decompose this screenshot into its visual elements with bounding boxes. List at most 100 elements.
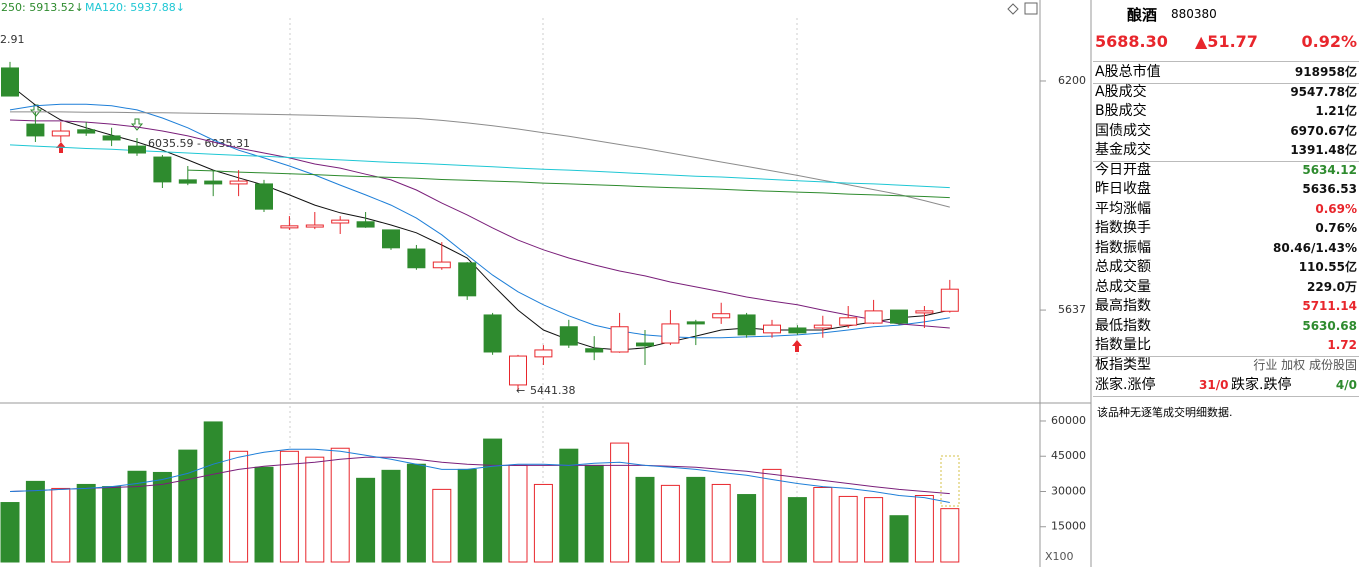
candle-body: [407, 248, 426, 269]
value: 80.46/1.43%: [1273, 240, 1357, 255]
separator: [1093, 396, 1359, 397]
volume-bar: [483, 438, 503, 563]
quote-panel: 酿酒 880380 5688.30 ▲51.77 0.92% 涨家.涨停 31/…: [1093, 0, 1359, 567]
volume-bar: [432, 488, 452, 563]
info-row: 总成交额 110.55亿: [1095, 258, 1357, 277]
info-row: A股总市值 918958亿: [1095, 63, 1357, 82]
candle-body: [559, 326, 578, 346]
label: 最高指数: [1095, 298, 1151, 314]
value: 1.72: [1327, 338, 1357, 352]
info-row: 指数换手 0.76%: [1095, 219, 1357, 238]
label: 总成交量: [1095, 278, 1151, 295]
volume-bar: [635, 476, 655, 563]
label: B股成交: [1095, 103, 1147, 119]
volume-bar: [813, 486, 833, 563]
candle-body: [686, 321, 705, 325]
value: 110.55亿: [1298, 260, 1357, 274]
label: 基金成交: [1095, 142, 1151, 158]
volume-bar: [711, 483, 731, 563]
label: 昨日收盘: [1095, 181, 1151, 197]
info-row: 今日开盘 5634.12: [1095, 161, 1357, 180]
volume-bar: [686, 476, 706, 563]
unit-label: X100: [1045, 550, 1074, 563]
value: 0.69%: [1315, 201, 1357, 216]
volume-bar: [940, 508, 960, 563]
volume-bar: [254, 466, 274, 563]
volume-bar: [889, 515, 909, 563]
buy-arrow: [792, 340, 802, 352]
candle-body: [128, 145, 146, 154]
volume-bar: [737, 494, 757, 563]
ma-line: [9, 103, 950, 339]
y-tick-label: 6200: [1058, 74, 1086, 87]
index-name: 酿酒: [1127, 6, 1158, 24]
note: 该品种无逐笔成交明细数据.: [1097, 406, 1233, 419]
volume-bar: [508, 464, 528, 563]
value: 5630.68: [1302, 318, 1357, 333]
highlight-box: [940, 455, 960, 507]
info-row: 基金成交 1391.48亿: [1095, 141, 1357, 160]
info-row: 指数量比 1.72: [1095, 336, 1357, 355]
info-row: 国债成交 6970.67亿: [1095, 122, 1357, 141]
candle-body: [77, 129, 96, 134]
y-tick-label: 5637: [1058, 303, 1086, 316]
sell-arrow: [130, 118, 144, 131]
change-pct: 0.92%: [1301, 32, 1357, 51]
candle-body: [509, 355, 527, 386]
candle-body: [763, 324, 781, 334]
volume-bar: [76, 483, 96, 563]
change: ▲51.77: [1195, 32, 1258, 51]
value: 9547.78亿: [1290, 84, 1357, 99]
candle-body: [890, 309, 908, 324]
volume-bar: [203, 421, 223, 563]
info-row: 指数振幅 80.46/1.43%: [1095, 239, 1357, 258]
candle-body: [382, 229, 400, 249]
label: 指数量比: [1095, 337, 1151, 353]
value: 1.21亿: [1315, 104, 1357, 118]
value: 918958亿: [1294, 65, 1357, 79]
value: 6970.67亿: [1290, 123, 1357, 138]
y-tick-label: 15000: [1051, 520, 1086, 533]
ma-line: [9, 456, 950, 495]
volume-bar: [610, 442, 630, 563]
candle-body: [102, 135, 121, 141]
volume-bar: [533, 483, 553, 563]
value: 31/0: [1199, 378, 1229, 392]
volume-bar: [0, 502, 20, 563]
candle-body: [864, 310, 883, 324]
ma-line: [9, 448, 950, 503]
label: 板指类型: [1095, 356, 1151, 373]
volume-bar: [25, 480, 45, 563]
label: 国债成交: [1095, 122, 1151, 139]
value: 4/0: [1335, 378, 1357, 392]
label: A股总市值: [1095, 64, 1161, 80]
volume-bar: [457, 468, 477, 563]
candle-body: [178, 179, 197, 184]
value: 5636.53: [1302, 182, 1357, 196]
ma-line: [9, 144, 950, 189]
volume-bar: [305, 456, 325, 563]
y-tick-label: 45000: [1051, 449, 1086, 462]
info-row: 平均涨幅 0.69%: [1095, 200, 1357, 219]
label: 指数换手: [1095, 220, 1151, 236]
value: 0.76%: [1315, 221, 1357, 235]
volume-bar: [406, 463, 426, 563]
separator: [1093, 356, 1359, 357]
y-tick-label: 60000: [1051, 414, 1086, 427]
diamond-button[interactable]: [1007, 3, 1019, 15]
info-row: 总成交量 229.0万: [1095, 278, 1357, 297]
annotation: 5441.38: [530, 384, 576, 397]
window-button[interactable]: [1024, 2, 1038, 15]
info-row: A股成交 9547.78亿: [1095, 83, 1357, 102]
volume-bar: [152, 471, 172, 563]
candle-body: [712, 313, 731, 319]
legend-item: MA120: 5937.88↓: [85, 1, 185, 14]
volume-bar: [914, 494, 934, 563]
limit-row: 涨家.涨停 31/0 跌家.跌停 4/0: [1095, 376, 1357, 395]
volume-bar: [356, 477, 376, 563]
candle-body: [661, 323, 680, 344]
ma-line: [10, 111, 950, 208]
annotation-arrow: ←: [516, 384, 525, 397]
volume-bar: [762, 468, 782, 563]
